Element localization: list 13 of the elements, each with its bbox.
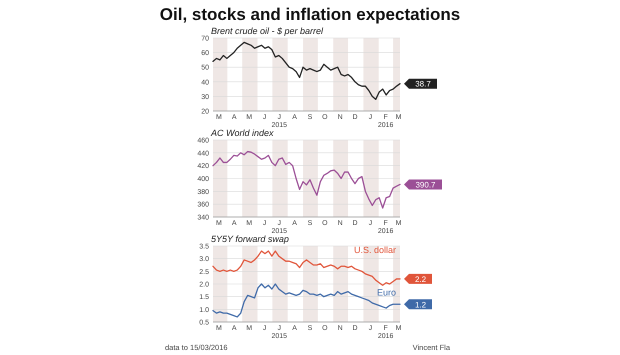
annotation: 1.2 [414,300,427,310]
annotation: 390.7 [415,180,436,190]
line-series [212,283,401,318]
series-label: Euro [376,287,396,298]
annotation: 2.2 [414,274,427,284]
chart-title: AC World index [210,128,274,138]
line-series [212,150,401,209]
chart-subtitle: Brent crude oil - $ per barrel [211,26,324,36]
annotation: 38.7 [415,80,432,89]
chart-title: 5Y5Y forward swap [211,234,289,244]
chart-title: Oil, stocks and inflation expectations [160,5,460,24]
series-label: U.S. dollar [354,244,396,255]
line-series [212,42,401,100]
